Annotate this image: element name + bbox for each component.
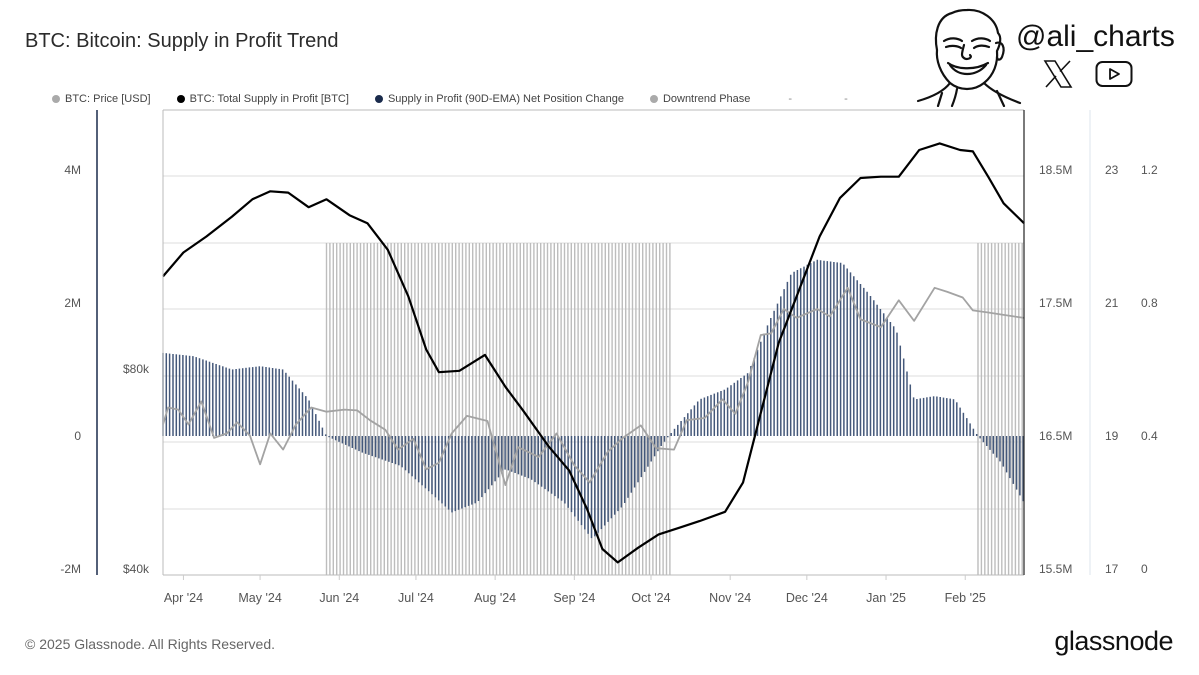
legend-dot-price bbox=[52, 95, 60, 103]
downtrend-phases bbox=[325, 243, 1023, 575]
x-tick-label: Jul '24 bbox=[398, 591, 434, 605]
legend-item-supply[interactable]: BTC: Total Supply in Profit [BTC] bbox=[176, 93, 349, 105]
legend-dot-downtrend bbox=[649, 95, 658, 103]
legend-item-net-position[interactable]: Supply in Profit (90D-EMA) Net Position … bbox=[374, 93, 624, 105]
legend-label-price: BTC: Price [USD] bbox=[65, 93, 151, 105]
social-icons bbox=[1043, 60, 1133, 88]
y-tick-price-40k: $40k bbox=[123, 562, 150, 576]
y-tick-net-0: 0 bbox=[74, 429, 81, 443]
y-tick-net-2m: 2M bbox=[64, 296, 81, 310]
y-tick-supply-17.5m: 17.5M bbox=[1039, 296, 1072, 310]
y-tick-net-4m: 4M bbox=[64, 163, 81, 177]
net-position-bars bbox=[162, 259, 1024, 539]
x-tick-label: Feb '25 bbox=[945, 591, 986, 605]
legend-dot-net-position bbox=[374, 95, 383, 103]
y-tick-aux1-21: 21 bbox=[1105, 296, 1119, 310]
x-tick-label: Oct '24 bbox=[631, 591, 670, 605]
y-tick-aux1-17: 17 bbox=[1105, 562, 1119, 576]
price-series bbox=[162, 286, 1025, 486]
price-line bbox=[162, 286, 1025, 486]
y-tick-aux2-0.8: 0.8 bbox=[1141, 296, 1158, 310]
y-tick-aux2-0: 0 bbox=[1141, 562, 1148, 576]
youtube-icon[interactable] bbox=[1095, 60, 1133, 88]
legend-item-price[interactable]: BTC: Price [USD] bbox=[52, 93, 151, 105]
legend-label-supply: BTC: Total Supply in Profit [BTC] bbox=[189, 93, 349, 105]
legend-label-downtrend: Downtrend Phase bbox=[662, 93, 751, 105]
x-axis-ticks: Apr '24 May '24 Jun '24 Jul '24 Aug '24 Sep '… bbox=[164, 575, 986, 605]
y-tick-net-neg2m: -2M bbox=[60, 562, 81, 576]
author-handle: @ali_charts bbox=[1016, 20, 1175, 53]
x-tick-label: Apr '24 bbox=[164, 591, 203, 605]
y-tick-supply-15.5m: 15.5M bbox=[1039, 562, 1072, 576]
gridlines bbox=[163, 175, 1024, 510]
x-tick-label: May '24 bbox=[238, 591, 281, 605]
page-title: BTC: Bitcoin: Supply in Profit Trend bbox=[25, 30, 339, 52]
face-avatar-icon bbox=[916, 8, 1022, 107]
y-tick-aux1-19: 19 bbox=[1105, 429, 1119, 443]
y-tick-aux2-0.4: 0.4 bbox=[1141, 429, 1158, 443]
axis-ticks: 4M 2M 0 -2M $80k $40k 18.5M 17.5M 16.5M … bbox=[60, 163, 1158, 576]
supply-in-profit-line bbox=[162, 142, 1025, 564]
x-tick-label: Aug '24 bbox=[474, 591, 516, 605]
x-logo-icon[interactable] bbox=[1043, 60, 1073, 88]
legend-extra-dash: - bbox=[844, 93, 848, 105]
y-tick-supply-18.5m: 18.5M bbox=[1039, 163, 1072, 177]
y-tick-supply-16.5m: 16.5M bbox=[1039, 429, 1072, 443]
chart-legend: BTC: Price [USD] BTC: Total Supply in Pr… bbox=[52, 93, 900, 105]
glassnode-logo: glassnode bbox=[1054, 626, 1173, 656]
y-tick-price-80k: $80k bbox=[123, 362, 150, 376]
y-tick-aux2-1.2: 1.2 bbox=[1141, 163, 1158, 177]
legend-label-net-position: Supply in Profit (90D-EMA) Net Position … bbox=[387, 93, 624, 105]
x-tick-label: Dec '24 bbox=[786, 591, 828, 605]
legend-extra-dash: - bbox=[788, 93, 793, 105]
y-tick-aux1-23: 23 bbox=[1105, 163, 1119, 177]
x-tick-label: Jun '24 bbox=[319, 591, 359, 605]
x-tick-label: Jan '25 bbox=[866, 591, 906, 605]
copyright-text: © 2025 Glassnode. All Rights Reserved. bbox=[25, 636, 276, 652]
legend-item-downtrend[interactable]: Downtrend Phase bbox=[649, 93, 751, 105]
x-tick-label: Sep '24 bbox=[553, 591, 595, 605]
legend-dot-supply bbox=[176, 95, 185, 103]
x-tick-label: Nov '24 bbox=[709, 591, 751, 605]
supply-series bbox=[162, 142, 1025, 564]
